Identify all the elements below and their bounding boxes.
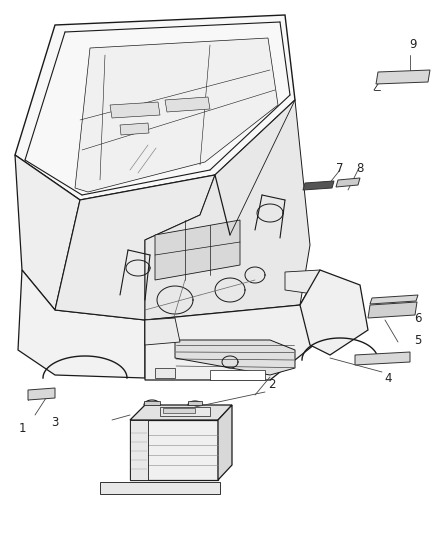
Polygon shape: [300, 270, 368, 355]
Polygon shape: [376, 70, 430, 84]
Polygon shape: [210, 370, 265, 380]
Polygon shape: [130, 420, 148, 480]
Polygon shape: [18, 270, 145, 378]
Polygon shape: [163, 408, 195, 413]
Polygon shape: [144, 401, 160, 405]
Polygon shape: [75, 38, 278, 192]
Polygon shape: [145, 270, 320, 380]
Polygon shape: [120, 123, 149, 135]
Polygon shape: [303, 181, 334, 190]
Text: 2: 2: [268, 378, 276, 392]
Polygon shape: [165, 97, 210, 112]
Polygon shape: [100, 482, 220, 494]
Text: 1: 1: [18, 422, 26, 434]
Polygon shape: [188, 401, 202, 405]
Polygon shape: [55, 175, 215, 320]
Polygon shape: [355, 352, 410, 365]
Polygon shape: [218, 405, 232, 480]
Polygon shape: [370, 295, 418, 304]
Polygon shape: [28, 388, 55, 400]
Polygon shape: [175, 340, 295, 375]
Text: 6: 6: [414, 311, 422, 325]
Polygon shape: [155, 368, 175, 378]
Polygon shape: [145, 100, 310, 320]
Text: 8: 8: [356, 161, 364, 174]
Text: 7: 7: [336, 161, 344, 174]
Polygon shape: [15, 155, 80, 310]
Polygon shape: [15, 15, 295, 200]
Polygon shape: [145, 318, 180, 345]
Text: 3: 3: [51, 416, 59, 430]
Polygon shape: [285, 270, 320, 295]
Polygon shape: [130, 420, 218, 480]
Text: 5: 5: [414, 334, 422, 346]
Polygon shape: [110, 102, 160, 118]
Polygon shape: [155, 220, 240, 280]
Text: 4: 4: [384, 372, 392, 384]
Polygon shape: [368, 302, 417, 318]
Polygon shape: [130, 405, 232, 420]
Polygon shape: [336, 178, 360, 187]
Polygon shape: [160, 407, 210, 416]
Text: 9: 9: [409, 38, 417, 52]
